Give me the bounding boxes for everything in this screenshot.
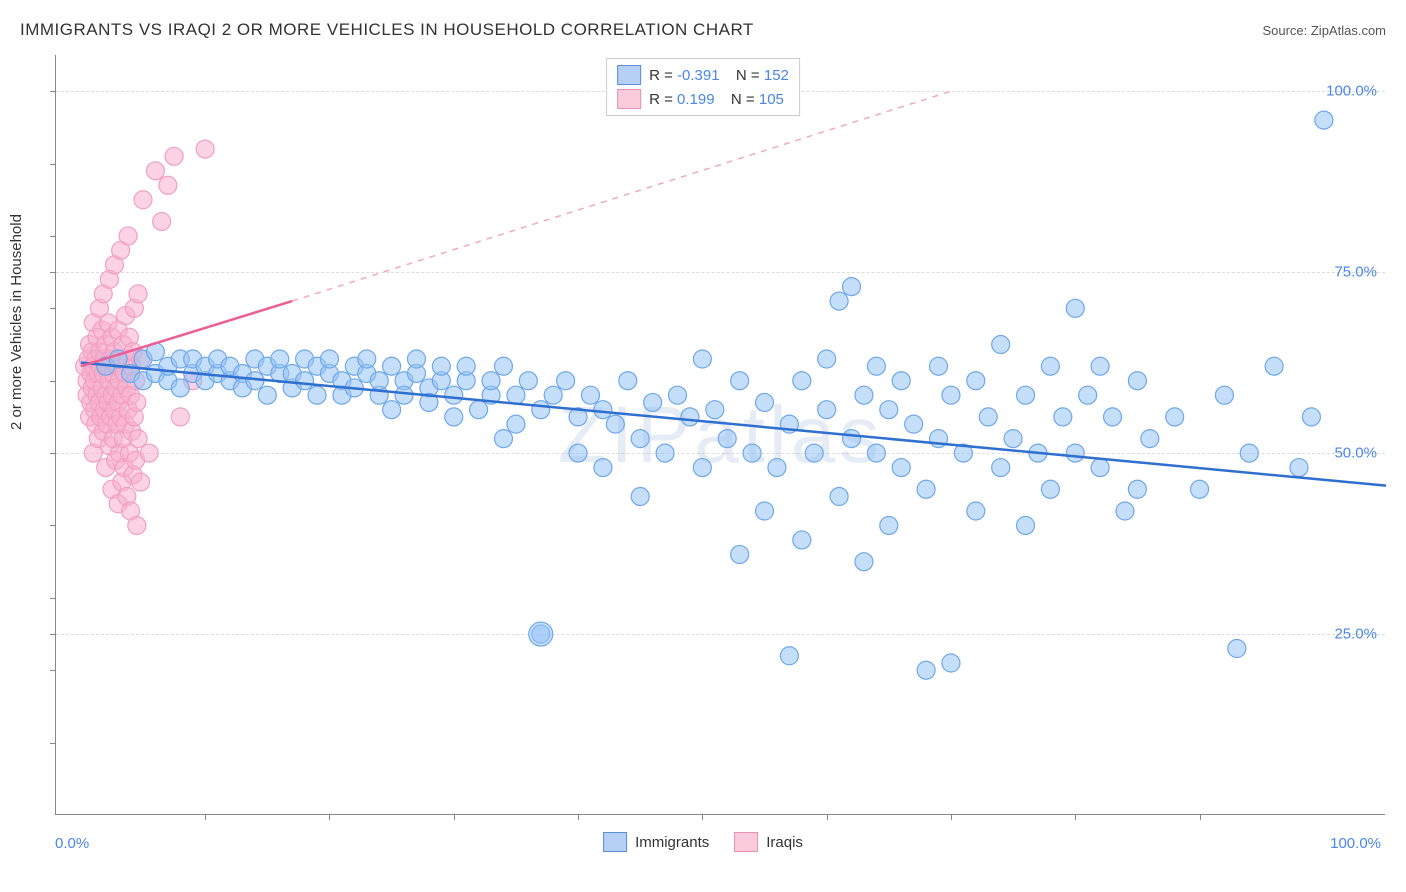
legend-r-iraqis: 0.199 [677,91,715,108]
legend-r-immigrants: -0.391 [677,67,720,84]
legend-label-immigrants: Immigrants [635,834,709,851]
correlation-legend: R = -0.391 N = 152 R = 0.199 N = 105 [606,58,800,116]
legend-r-label-2: R = 0.199 [649,91,714,108]
legend-n-iraqis: 105 [759,91,784,108]
legend-swatch-iraqis [617,89,641,109]
legend-n-label-2: N = 105 [723,91,784,108]
x-axis-min-label: 0.0% [55,835,89,852]
legend-swatch-immigrants-2 [603,832,627,852]
legend-label-iraqis: Iraqis [766,834,803,851]
legend-swatch-immigrants [617,65,641,85]
legend-swatch-iraqis-2 [734,832,758,852]
chart-plot-area: ZIPatlas 25.0%50.0%75.0%100.0% [55,55,1385,815]
legend-n-label: N = 152 [728,67,789,84]
source-attribution: Source: ZipAtlas.com [1262,23,1386,38]
x-axis-max-label: 100.0% [1330,835,1381,852]
y-axis-title: 2 or more Vehicles in Household [8,214,25,430]
series-legend: Immigrants Iraqis [603,832,803,852]
scatter-svg [56,55,1385,814]
chart-title: IMMIGRANTS VS IRAQI 2 OR MORE VEHICLES I… [20,20,754,40]
legend-r-label: R = -0.391 [649,67,719,84]
legend-n-immigrants: 152 [764,67,789,84]
